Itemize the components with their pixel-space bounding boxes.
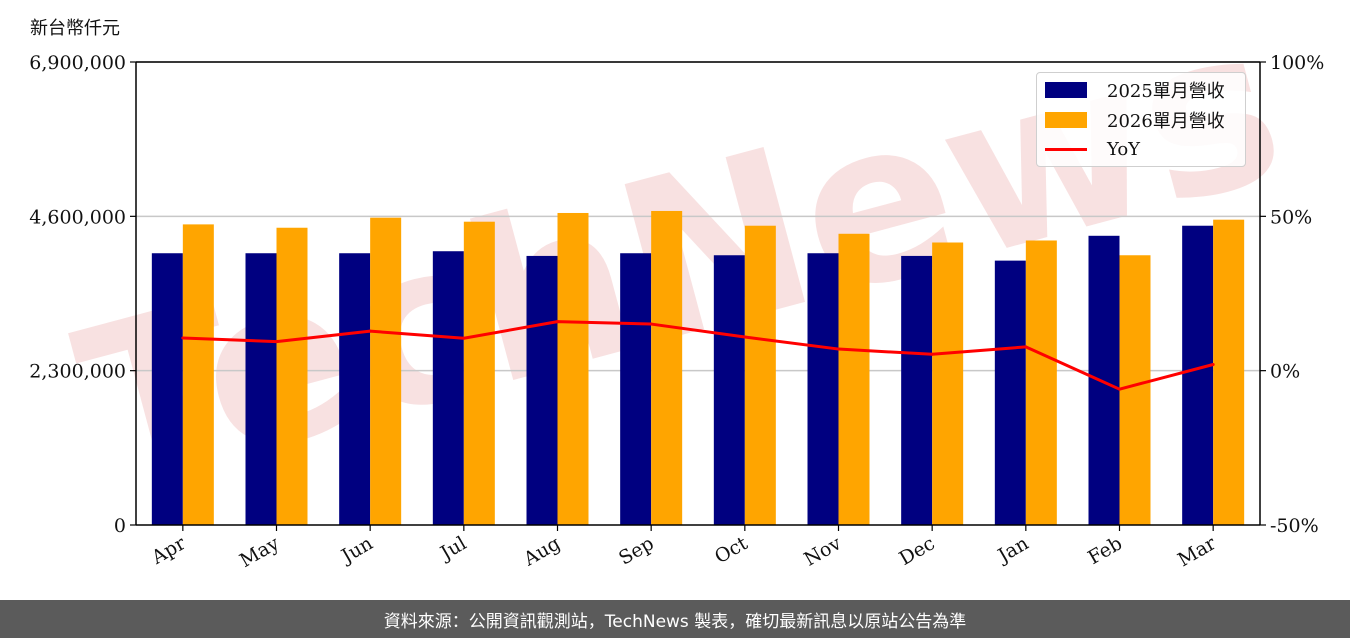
yoy-point-nov xyxy=(837,347,840,351)
bar-2025-aug xyxy=(526,255,558,525)
bar-2026-mar xyxy=(1213,219,1245,525)
x-tick-label-apr: Apr xyxy=(147,532,190,569)
yoy-line xyxy=(181,320,1215,391)
bar-2025-dec xyxy=(901,255,933,525)
bar-2026-nov xyxy=(838,233,870,525)
bar-2026-jun xyxy=(370,217,402,526)
yoy-point-may xyxy=(275,340,278,344)
x-tick-label-aug: Aug xyxy=(519,532,564,571)
x-tick-label-nov: Nov xyxy=(800,532,845,571)
legend-label-2026: 2026單月營收 xyxy=(1107,111,1225,132)
legend-item-2026: 2026單月營收 xyxy=(1045,108,1225,132)
x-tick-label-dec: Dec xyxy=(896,532,939,570)
x-tick-label-jan: Jan xyxy=(993,532,1033,568)
y-tick-label: 4,600,000 xyxy=(29,206,126,228)
yoy-point-sep xyxy=(649,322,653,326)
bar-2025-feb xyxy=(1088,235,1120,525)
legend-swatch-yoy xyxy=(1045,147,1087,151)
bar-2025-sep xyxy=(620,253,652,525)
bar-2025-jun xyxy=(339,253,371,525)
bar-2025-may xyxy=(245,253,277,525)
yoy-point-jun xyxy=(368,329,372,333)
y2-tick-label: -50% xyxy=(1270,515,1319,537)
bar-2025-jan xyxy=(994,260,1026,525)
x-tick-label-may: May xyxy=(236,532,283,572)
y2-tick-label: 50% xyxy=(1270,206,1312,228)
x-tick-label-oct: Oct xyxy=(711,532,752,568)
bar-2026-may xyxy=(276,227,308,525)
legend-swatch-2025 xyxy=(1045,82,1087,98)
bar-2025-nov xyxy=(807,253,839,525)
legend-label-yoy: YoY xyxy=(1107,138,1141,160)
bar-2026-feb xyxy=(1119,255,1151,525)
bars xyxy=(151,210,1245,526)
yoy-line-path xyxy=(182,320,1214,391)
y2-tick-label: 100% xyxy=(1270,52,1324,74)
bar-2025-mar xyxy=(1182,225,1214,525)
legend-swatch-2026 xyxy=(1045,112,1087,128)
y-tick-label: 6,900,000 xyxy=(29,52,126,74)
yoy-point-jul xyxy=(462,336,466,340)
chart-legend: 2025單月營收 2026單月營收 YoY xyxy=(1036,72,1246,167)
bar-2026-oct xyxy=(744,225,776,525)
yoy-point-feb xyxy=(1118,387,1121,391)
yoy-point-dec xyxy=(930,352,934,356)
y-tick-label: 0 xyxy=(114,515,126,537)
bar-2026-dec xyxy=(932,242,964,525)
x-tick-label-jun: Jun xyxy=(336,532,377,568)
legend-label-2025: 2025單月營收 xyxy=(1107,81,1225,102)
bar-2026-apr xyxy=(182,224,214,526)
yoy-point-jan xyxy=(1024,345,1028,349)
bar-2025-apr xyxy=(151,253,183,525)
bar-2025-oct xyxy=(713,255,745,525)
yoy-point-oct xyxy=(743,335,747,339)
y2-tick-label: 0% xyxy=(1270,361,1300,383)
x-tick-label-feb: Feb xyxy=(1084,532,1126,569)
y-axis-unit-label: 新台幣仟元 xyxy=(30,18,120,39)
x-tick-label-sep: Sep xyxy=(615,532,658,569)
yoy-point-aug xyxy=(556,320,559,324)
bar-2026-jul xyxy=(463,221,495,525)
yoy-point-apr xyxy=(181,336,185,340)
bar-2026-jan xyxy=(1025,240,1057,525)
yoy-point-mar xyxy=(1211,362,1215,366)
legend-item-yoy: YoY xyxy=(1045,137,1140,161)
bar-2025-jul xyxy=(432,251,464,526)
legend-item-2025: 2025單月營收 xyxy=(1045,78,1225,102)
axes xyxy=(135,61,1261,526)
bar-2026-sep xyxy=(651,210,683,525)
bar-2026-aug xyxy=(557,212,589,525)
y-tick-label: 2,300,000 xyxy=(29,361,126,383)
source-footer: 資料來源：公開資訊觀測站，TechNews 製表，確切最新訊息以原站公告為準 xyxy=(0,600,1350,638)
x-tick-label-jul: Jul xyxy=(435,532,470,565)
x-tick-label-mar: Mar xyxy=(1174,532,1220,571)
